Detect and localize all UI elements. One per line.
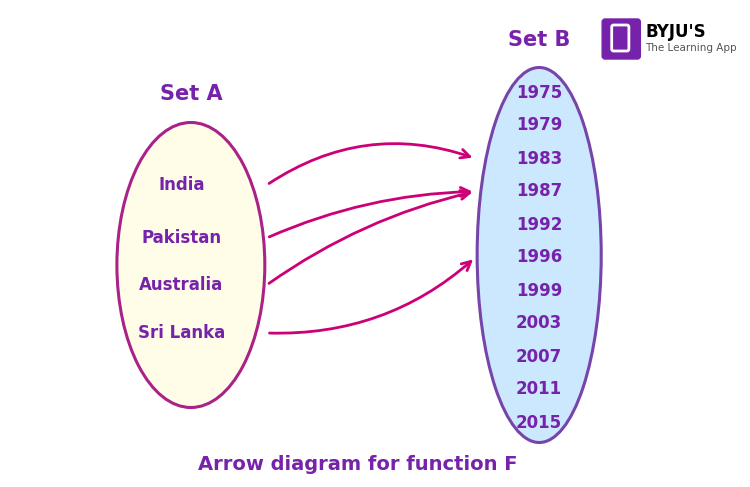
Text: 2007: 2007 <box>516 348 562 366</box>
Ellipse shape <box>117 123 265 408</box>
Text: 1996: 1996 <box>516 248 562 266</box>
Text: India: India <box>158 176 205 194</box>
Text: Pakistan: Pakistan <box>141 229 221 247</box>
Text: BYJU'S: BYJU'S <box>645 23 706 41</box>
Text: 1992: 1992 <box>516 216 562 233</box>
Text: 2003: 2003 <box>516 315 562 333</box>
Text: 1979: 1979 <box>516 116 562 134</box>
Text: 1999: 1999 <box>516 281 562 300</box>
FancyBboxPatch shape <box>602 19 640 59</box>
Text: 2011: 2011 <box>516 380 562 398</box>
Text: The Learning App: The Learning App <box>645 43 736 53</box>
Text: Set B: Set B <box>508 30 570 50</box>
Text: 1983: 1983 <box>516 150 562 168</box>
Text: 1987: 1987 <box>516 183 562 201</box>
Text: Sri Lanka: Sri Lanka <box>138 324 225 342</box>
Text: 2015: 2015 <box>516 413 562 431</box>
Text: Set A: Set A <box>160 85 222 105</box>
Ellipse shape <box>477 68 602 443</box>
Text: Arrow diagram for function F: Arrow diagram for function F <box>198 455 518 474</box>
Text: 1975: 1975 <box>516 83 562 101</box>
Text: Australia: Australia <box>140 276 224 294</box>
